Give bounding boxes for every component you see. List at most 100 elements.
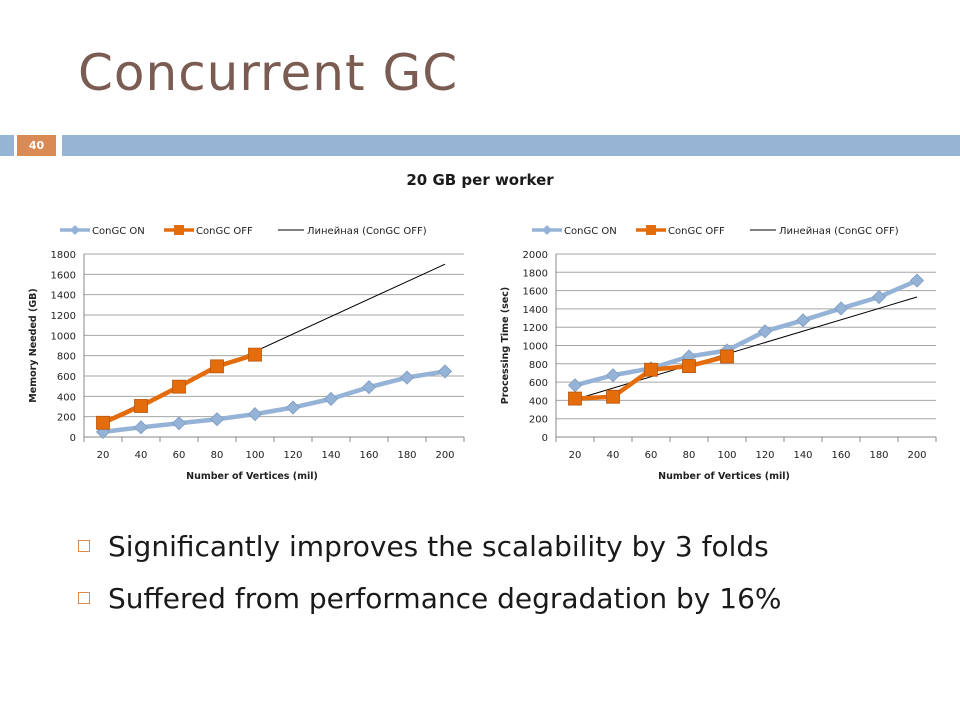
legend-label: Линейная (ConGC OFF) — [779, 226, 899, 237]
square-marker-icon — [646, 225, 656, 235]
data-point-congc-on — [323, 391, 339, 406]
x-tick-label: 100 — [717, 450, 736, 461]
x-tick-label: 180 — [397, 450, 416, 461]
y-tick-label: 200 — [57, 413, 76, 424]
y-tick-label: 800 — [529, 360, 548, 371]
x-tick-label: 100 — [245, 450, 264, 461]
data-point-congc-on — [795, 313, 811, 328]
x-tick-label: 140 — [321, 450, 340, 461]
x-tick-label: 180 — [869, 450, 888, 461]
chart-svg: 0 200 400 600 800 1000 1200 1400 1600 1800 20 40 60 8… — [28, 225, 465, 482]
data-point-congc-off — [248, 347, 262, 362]
data-point-congc-on — [133, 420, 149, 435]
legend-label: ConGC OFF — [668, 226, 725, 237]
data-point-congc-off — [606, 389, 620, 404]
square-bullet-icon — [78, 540, 90, 552]
data-point-congc-on — [437, 364, 453, 379]
y-tick-label: 1200 — [523, 323, 548, 334]
data-point-congc-on — [833, 301, 849, 316]
x-tick-label: 80 — [211, 450, 224, 461]
square-marker-icon — [174, 225, 184, 235]
series-line-congc-on — [102, 369, 446, 435]
data-point-congc-off — [682, 359, 696, 373]
y-tick-label: 1600 — [51, 270, 76, 281]
x-tick-label: 200 — [435, 450, 454, 461]
legend-item-congc-on: ConGC ON — [532, 225, 617, 237]
bullet-list: Significantly improves the scalability b… — [78, 520, 782, 624]
y-tick-label: 200 — [529, 415, 548, 426]
series-line-congc-on — [574, 278, 918, 388]
legend-item-congc-off: ConGC OFF — [164, 225, 253, 237]
y-tick-label: 800 — [57, 352, 76, 363]
y-tick-label: 1400 — [523, 305, 548, 316]
y-tick-label: 400 — [57, 392, 76, 403]
data-point-congc-on — [757, 324, 773, 339]
x-tick-label: 60 — [645, 450, 658, 461]
y-tick-label: 600 — [57, 372, 76, 383]
y-tick-label: 400 — [529, 396, 548, 407]
data-point-congc-off — [720, 349, 734, 364]
legend-item-trend: Линейная (ConGC OFF) — [750, 226, 899, 237]
y-axis-title: Processing Time (sec) — [500, 287, 511, 404]
legend-label: ConGC ON — [564, 226, 617, 237]
x-axis-title: Number of Vertices (mil) — [658, 471, 790, 482]
data-point-congc-on — [171, 416, 187, 431]
bullet-text: Suffered from performance degradation by… — [108, 581, 782, 615]
x-tick-label: 200 — [907, 450, 926, 461]
y-tick-label: 1600 — [523, 287, 548, 298]
chart-svg: 0 200 400 600 800 1000 1200 1400 1600 1800 2000 20 4… — [500, 225, 937, 482]
bullet-item: Significantly improves the scalability b… — [78, 520, 782, 572]
x-tick-label: 20 — [97, 450, 110, 461]
legend-item-congc-off: ConGC OFF — [636, 225, 725, 237]
y-tick-label: 0 — [70, 433, 76, 444]
diamond-marker-icon — [70, 225, 80, 235]
page-number-badge: 40 — [17, 135, 56, 156]
data-point-congc-on — [567, 378, 583, 393]
x-tick-label: 40 — [607, 450, 620, 461]
y-tick-label: 1000 — [51, 331, 76, 342]
legend-item-trend: Линейная (ConGC OFF) — [278, 226, 427, 237]
x-tick-label: 20 — [569, 450, 582, 461]
y-tick-label: 1000 — [523, 342, 548, 353]
memory-chart: 0 200 400 600 800 1000 1200 1400 1600 1800 20 40 60 8… — [20, 208, 468, 488]
header-bar-right — [62, 135, 960, 156]
data-point-congc-on — [871, 289, 887, 305]
data-point-congc-on — [399, 370, 415, 385]
x-tick-label: 60 — [173, 450, 186, 461]
y-axis-title: Memory Needed (GB) — [28, 288, 39, 402]
y-tick-label: 1800 — [523, 268, 548, 279]
square-bullet-icon — [78, 592, 90, 604]
x-tick-label: 80 — [683, 450, 696, 461]
data-point-congc-off — [210, 359, 224, 374]
legend-item-congc-on: ConGC ON — [60, 225, 145, 237]
data-point-congc-off — [644, 362, 658, 377]
y-tick-label: 0 — [542, 433, 548, 444]
legend-label: ConGC OFF — [196, 226, 253, 237]
legend-label: ConGC ON — [92, 226, 145, 237]
x-tick-label: 40 — [135, 450, 148, 461]
bullet-item: Suffered from performance degradation by… — [78, 572, 782, 624]
data-point-congc-off — [96, 415, 110, 430]
x-tick-label: 160 — [359, 450, 378, 461]
x-tick-label: 120 — [283, 450, 302, 461]
x-tick-label: 120 — [755, 450, 774, 461]
y-tick-label: 1200 — [51, 311, 76, 322]
y-tick-label: 2000 — [523, 250, 548, 261]
data-point-congc-on — [285, 400, 301, 415]
y-tick-label: 600 — [529, 378, 548, 389]
header-bar-left — [0, 135, 14, 156]
data-point-congc-off — [172, 379, 186, 394]
data-point-congc-on — [247, 407, 263, 422]
x-axis-title: Number of Vertices (mil) — [186, 471, 318, 482]
trend-line — [574, 296, 918, 400]
slide-title: Concurrent GC — [78, 44, 459, 102]
data-point-congc-on — [209, 412, 225, 427]
data-point-congc-off — [134, 399, 148, 413]
data-point-congc-on — [361, 380, 377, 395]
x-tick-label: 140 — [793, 450, 812, 461]
data-point-congc-off — [568, 391, 582, 406]
x-tick-label: 160 — [831, 450, 850, 461]
processing-time-chart: 0 200 400 600 800 1000 1200 1400 1600 1800 2000 20 4… — [492, 208, 940, 488]
data-point-congc-on — [909, 273, 925, 288]
data-point-congc-on — [605, 368, 621, 383]
